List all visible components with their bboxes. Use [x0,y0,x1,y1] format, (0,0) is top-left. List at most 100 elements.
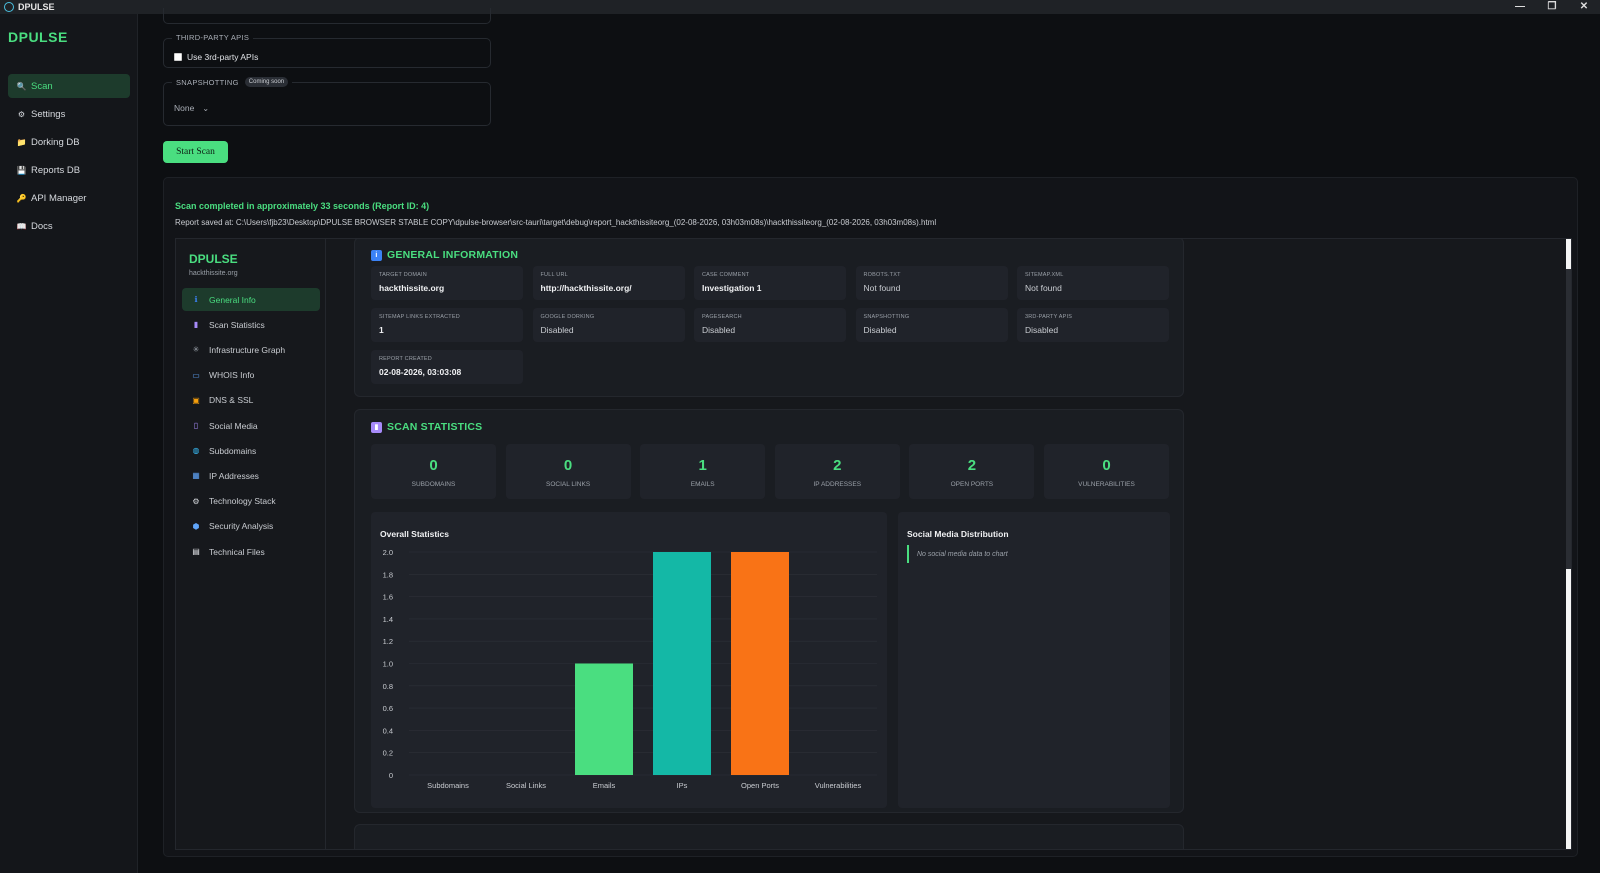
third-party-apis-option[interactable]: Use 3rd-party APIs [174,52,258,62]
info-value: Disabled [1025,325,1059,335]
report-scrollbar-thumb[interactable] [1566,269,1571,569]
restore-icon[interactable]: ❐ [1547,1,1557,12]
sidebar-item-api-manager[interactable]: 🔑 API Manager [8,186,130,210]
info-label: GOOGLE DORKING [540,314,595,320]
lock-icon: ▣ [192,395,200,405]
third-party-apis-legend: THIRD-PARTY APIS [172,33,254,42]
info-google-dorking: GOOGLE DORKING Disabled [532,308,685,342]
report-nav-label: DNS & SSL [209,395,254,406]
report-path: Report saved at: C:\Users\fjb23\Desktop\… [175,218,937,227]
start-scan-button[interactable]: Start Scan [163,141,228,163]
sidebar-item-settings[interactable]: ⚙ Settings [8,102,130,126]
report-nav-security-analysis[interactable]: ⬢ Security Analysis [182,515,320,538]
y-tick-label: 1.8 [383,570,393,579]
stat-label: IP ADDRESSES [813,481,862,488]
y-tick-label: 1.2 [383,637,393,646]
info-pagesearch: PAGESEARCH Disabled [694,308,846,342]
snapshot-select[interactable]: None ⌄ [174,99,214,117]
report-nav-label: WHOIS Info [209,370,255,381]
report-brand: DPULSE [189,252,238,266]
shield-icon: ⬢ [192,521,200,531]
report-nav-dns-ssl[interactable]: ▣ DNS & SSL [182,389,320,412]
sidebar-item-reports-db[interactable]: 💾 Reports DB [8,158,130,182]
file-icon: ▤ [192,547,200,556]
report-nav-infrastructure-graph[interactable]: ✳ Infrastructure Graph [182,338,320,361]
stat-value: 0 [1102,457,1111,474]
y-tick-label: 2.0 [383,548,393,557]
info-label: PAGESEARCH [702,314,742,320]
sidebar-item-docs[interactable]: 📖 Docs [8,214,130,238]
info-label: REPORT CREATED [379,356,432,362]
report-nav-scan-statistics[interactable]: ▮ Scan Statistics [182,313,320,336]
stat-label: SUBDOMAINS [411,481,456,488]
report-nav-label: Social Media [209,420,258,431]
info-3rd-party-apis: 3RD-PARTY APIS Disabled [1017,308,1169,342]
third-party-apis-checkbox[interactable] [174,53,182,61]
folder-icon: 📁 [16,137,27,147]
sidebar-item-dorking-db[interactable]: 📁 Dorking DB [8,130,130,154]
scan-statistics-card: ▮ SCAN STATISTICS 0 SUBDOMAINS 0 SOCIAL LIN… [354,409,1184,813]
social-media-note: No social media data to chart [907,545,1008,563]
stat-social-links: 0 SOCIAL LINKS [505,444,631,499]
info-label: CASE COMMENT [702,272,750,278]
info-value: 02-08-2026, 03:03:08 [379,367,462,377]
stat-label: EMAILS [690,481,715,488]
gear-icon: ⚙ [192,496,200,506]
x-tick-label: Vulnerabilities [815,781,862,790]
stat-value: 0 [563,457,573,474]
info-report-created: REPORT CREATED 02-08-2026, 03:03:08 [371,350,523,384]
bar-ips[interactable] [653,552,711,775]
sidebar-item-label: Scan [31,80,53,92]
overall-statistics-chart: 0 0.2 0.4 0.6 0.8 1.0 1.2 1.4 1.6 1.8 2.0 Subdomain… [383,548,877,790]
stat-ip-addresses: 2 IP ADDRESSES [774,444,900,499]
stat-value: 1 [698,457,707,474]
report-nav-label: Infrastructure Graph [209,344,286,355]
report-nav-general-info[interactable]: ℹ General Info [182,288,320,311]
y-tick-label: 0.2 [383,749,393,758]
info-label: SNAPSHOTTING [863,314,910,320]
next-section-card [354,824,1184,849]
overall-statistics-panel: Overall Statistics 0 0.2 0.4 0.6 0.8 1.0 1.2 1.… [371,512,887,808]
general-information-title: i GENERAL INFORMATION [371,249,518,261]
close-icon[interactable]: ✕ [1579,1,1589,12]
report-nav-social-media[interactable]: ▯ Social Media [182,414,320,437]
bar-chart-icon: ▮ [193,320,199,330]
y-tick-label: 1.4 [383,615,393,624]
window-title: DPULSE [18,2,55,12]
info-robots-txt: ROBOTS.TXT Not found [855,266,1008,300]
app-sidebar: DPULSE 🔍 Scan ⚙ Settings 📁 Dorking DB 💾 Reports… [0,14,138,873]
bar-open-ports[interactable] [731,552,789,775]
report-scrollbar[interactable] [1566,239,1571,849]
network-icon: ✳ [192,345,200,355]
stat-value: 2 [833,457,842,474]
general-information-card: i GENERAL INFORMATION TARGET DOMAIN hackt… [354,239,1184,397]
info-snapshotting: SNAPSHOTTING Disabled [855,308,1008,342]
sidebar-item-scan[interactable]: 🔍 Scan [8,74,130,98]
report-nav-label: General Info [209,294,256,305]
bar-emails[interactable] [575,663,633,776]
stat-label: OPEN PORTS [950,481,994,488]
info-label: 3RD-PARTY APIS [1025,314,1073,320]
window-titlebar: DPULSE — ❐ ✕ [0,0,1600,14]
stat-emails: 1 EMAILS [640,444,766,499]
report-nav-label: IP Addresses [209,470,259,481]
stat-value: 2 [967,457,977,474]
report-nav-subdomains[interactable]: ◍ Subdomains [182,439,320,462]
report-nav-ip-addresses[interactable]: ▦ IP Addresses [182,464,320,487]
minimize-icon[interactable]: — [1515,1,1525,12]
info-value: Not found [1025,283,1062,293]
scan-statistics-title: ▮ SCAN STATISTICS [371,421,482,433]
report-nav-whois-info[interactable]: ▭ WHOIS Info [182,364,320,387]
report-viewer[interactable]: DPULSE hackthissite.org ℹ General Info ▮ Sc… [175,238,1572,850]
snapshot-select-value: None [174,103,195,113]
report-nav-technical-files[interactable]: ▤ Technical Files [182,540,320,563]
report-nav-technology-stack[interactable]: ⚙ Technology Stack [182,490,320,513]
coming-soon-badge: Coming soon [244,77,289,87]
numbers-icon: ▦ [192,471,200,481]
info-value: http://hackthissite.org/ [540,283,632,293]
info-value: Not found [863,283,901,293]
snapshotting-group: SNAPSHOTTING Coming soon None ⌄ [163,77,491,126]
x-tick-label: Subdomains [427,781,469,790]
sidebar-item-label: Settings [31,108,66,120]
report-nav-label: Technology Stack [209,496,276,507]
